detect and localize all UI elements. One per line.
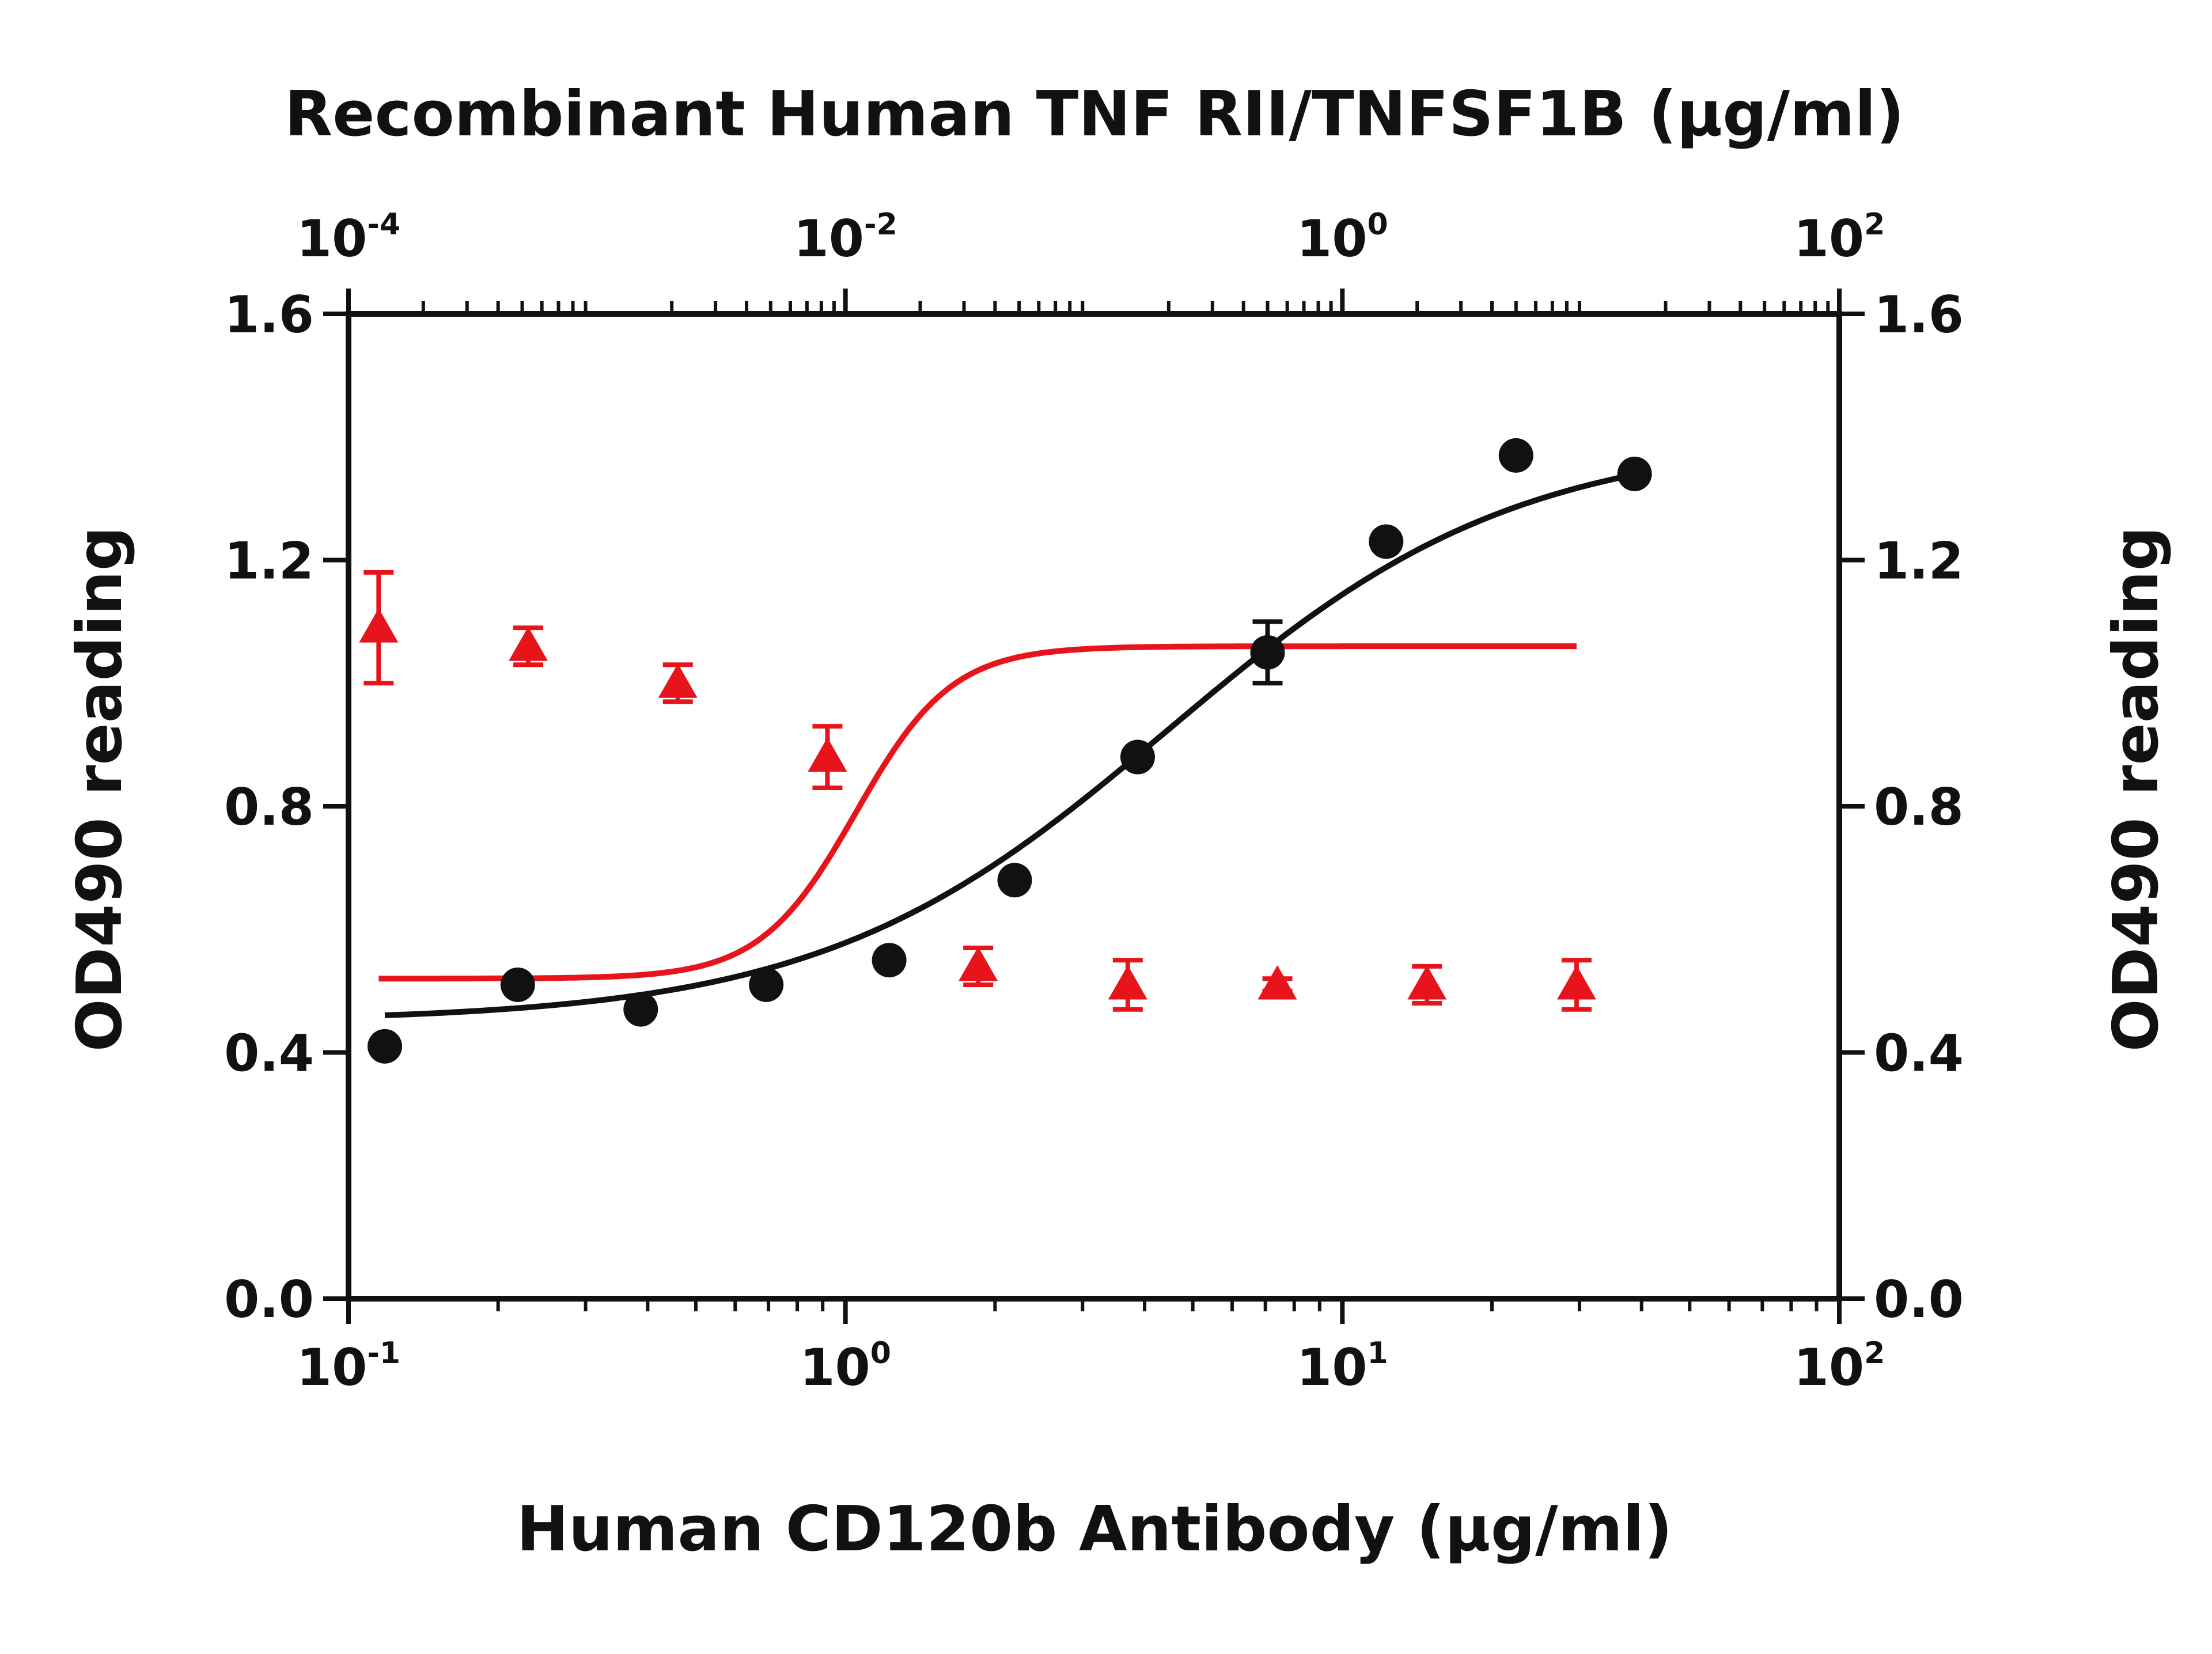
series-1-point — [1498, 438, 1533, 473]
series-1-point — [1250, 635, 1285, 670]
series-2-point — [509, 627, 548, 661]
series-2-point — [359, 608, 399, 643]
series-1-point — [872, 943, 907, 978]
series-1-point — [997, 863, 1032, 898]
series-2-point — [1108, 965, 1147, 1000]
bottom-tick-label: 100 — [800, 1336, 891, 1397]
top-tick-label: 102 — [1794, 207, 1885, 268]
left-axis-title: OD490 reading — [64, 526, 136, 1052]
right-tick-label: 1.2 — [1874, 532, 1964, 591]
right-tick-label: 0.0 — [1874, 1270, 1964, 1329]
top-tick-label: 10-2 — [794, 207, 897, 268]
axes-layer: 10-1 100 101 102 10-4 10-2 100 102 0.0 0.4 0.8 1.2 1… — [224, 207, 1964, 1397]
series-1-fit-curve — [384, 472, 1635, 1018]
bottom-tick-label: 10-1 — [297, 1336, 400, 1397]
right-axis-title: OD490 reading — [2100, 526, 2172, 1052]
bottom-tick-label: 101 — [1297, 1336, 1388, 1397]
bottom-tick-label: 102 — [1794, 1336, 1885, 1397]
series-1-point — [1369, 524, 1404, 559]
series-1-point — [623, 992, 658, 1027]
top-axis-title: Recombinant Human TNF RII/TNFSF1B (μg/ml… — [285, 78, 1904, 150]
left-tick-label: 0.8 — [224, 777, 314, 837]
series-2-point — [658, 663, 698, 698]
curves-layer — [378, 472, 1635, 1018]
series-1-point — [1617, 456, 1652, 491]
series-2-point — [808, 737, 847, 772]
series-2-point — [1257, 965, 1297, 1000]
left-tick-label: 1.6 — [224, 285, 314, 344]
series-1-point — [1120, 739, 1155, 775]
top-tick-label: 100 — [1297, 207, 1388, 268]
series-1-point — [749, 967, 784, 1002]
series-2-point — [1407, 965, 1447, 1000]
right-tick-label: 0.8 — [1874, 777, 1964, 837]
left-tick-label: 1.2 — [224, 532, 314, 591]
top-tick-label: 10-4 — [297, 207, 400, 268]
series-2-point — [959, 946, 998, 981]
left-tick-label: 0.4 — [224, 1024, 314, 1083]
bottom-axis-title: Human CD120b Antibody (μg/ml) — [517, 1493, 1673, 1565]
right-tick-label: 0.4 — [1874, 1024, 1964, 1083]
left-tick-label: 0.0 — [224, 1270, 314, 1329]
series-2-point — [1556, 965, 1596, 1000]
right-tick-label: 1.6 — [1874, 285, 1964, 344]
marks-layer — [359, 438, 1652, 1064]
series-1-point — [500, 967, 535, 1002]
series-1-point — [368, 1029, 403, 1064]
series-2-fit-curve — [378, 643, 1577, 982]
